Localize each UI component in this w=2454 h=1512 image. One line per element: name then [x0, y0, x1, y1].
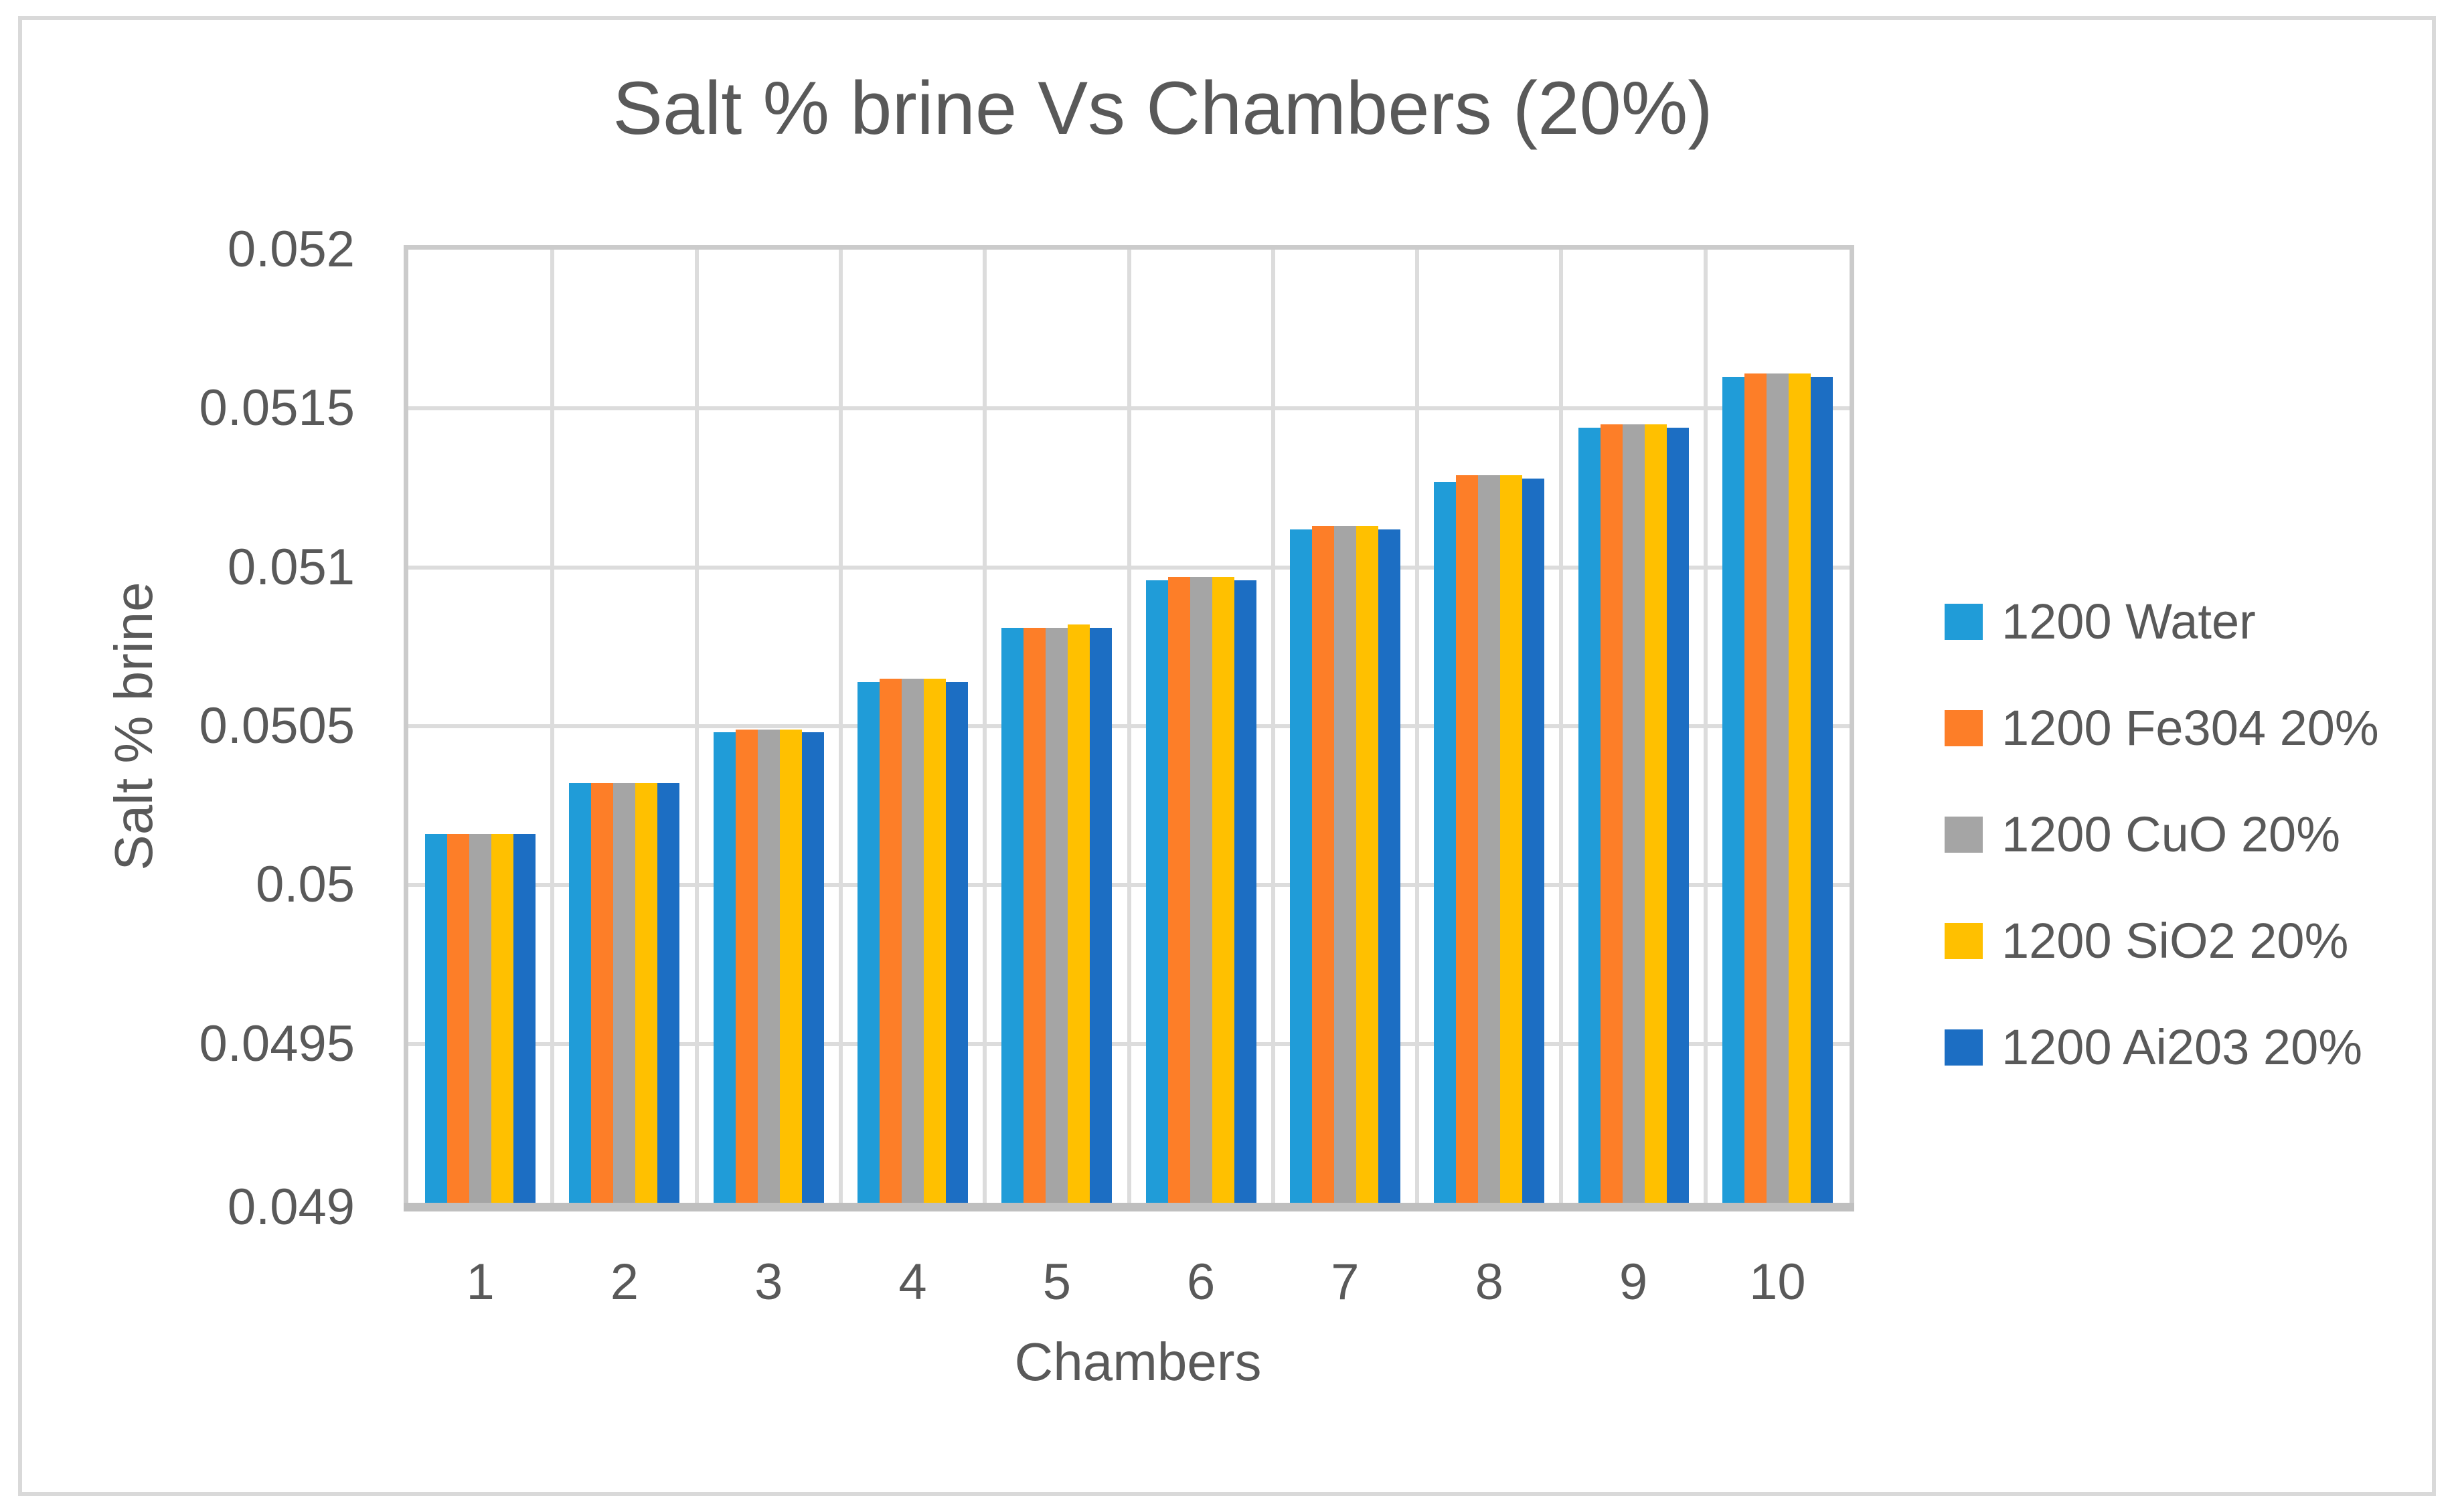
bar-1200-water-chamber-3 — [713, 732, 736, 1203]
y-tick-label: 0.049 — [227, 1178, 355, 1236]
bar-1200-fe304-20--chamber-1 — [447, 834, 470, 1203]
v-gridline — [550, 250, 555, 1203]
v-gridline — [694, 250, 699, 1203]
bar-1200-cuo-20--chamber-2 — [613, 783, 636, 1203]
bar-1200-water-chamber-5 — [1001, 627, 1024, 1203]
legend-label: 1200 CuO 20% — [2001, 807, 2341, 862]
legend-label: 1200 SiO2 20% — [2001, 913, 2349, 969]
bar-1200-ai203-20--chamber-8 — [1522, 478, 1545, 1203]
x-tick-label: 8 — [1475, 1254, 1503, 1311]
x-tick-label: 4 — [898, 1254, 927, 1311]
bar-1200-sio2-20--chamber-5 — [1068, 624, 1090, 1203]
bar-1200-fe304-20--chamber-10 — [1744, 373, 1767, 1203]
y-tick-label: 0.05 — [256, 856, 355, 914]
bar-1200-water-chamber-7 — [1289, 529, 1312, 1203]
bar-1200-fe304-20--chamber-7 — [1311, 525, 1334, 1203]
bar-1200-ai203-20--chamber-9 — [1666, 427, 1689, 1203]
x-tick-label: 3 — [754, 1254, 783, 1311]
bar-1200-ai203-20--chamber-1 — [513, 834, 536, 1203]
bar-1200-fe304-20--chamber-4 — [880, 678, 902, 1203]
legend-item-1200-sio2-20-: 1200 SiO2 20% — [0, 908, 2454, 975]
bar-1200-ai203-20--chamber-10 — [1810, 376, 1833, 1203]
bar-1200-fe304-20--chamber-2 — [591, 783, 614, 1203]
bar-1200-ai203-20--chamber-3 — [801, 732, 824, 1203]
v-gridline — [1703, 250, 1708, 1203]
legend-item-1200-cuo-20-: 1200 CuO 20% — [0, 801, 2454, 868]
bar-1200-ai203-20--chamber-2 — [657, 783, 680, 1203]
v-gridline — [1271, 250, 1275, 1203]
bar-1200-water-chamber-8 — [1434, 481, 1457, 1203]
legend-label: 1200 Water — [2001, 594, 2256, 649]
bar-1200-water-chamber-6 — [1145, 580, 1168, 1203]
bar-1200-sio2-20--chamber-4 — [924, 678, 947, 1203]
y-tick-label: 0.052 — [227, 221, 355, 278]
bar-1200-cuo-20--chamber-6 — [1190, 576, 1212, 1203]
bar-1200-ai203-20--chamber-6 — [1234, 580, 1256, 1203]
bar-1200-water-chamber-10 — [1722, 376, 1744, 1203]
bar-1200-cuo-20--chamber-1 — [469, 834, 492, 1203]
bar-1200-sio2-20--chamber-9 — [1644, 424, 1667, 1203]
legend-label: 1200 Fe304 20% — [2001, 700, 2379, 756]
bar-1200-sio2-20--chamber-6 — [1212, 576, 1234, 1203]
v-gridline — [983, 250, 987, 1203]
bar-1200-sio2-20--chamber-7 — [1356, 525, 1378, 1203]
legend-swatch-icon — [1945, 710, 1983, 746]
x-tick-label: 1 — [466, 1254, 495, 1311]
v-gridline — [1127, 250, 1131, 1203]
bar-1200-sio2-20--chamber-10 — [1788, 373, 1811, 1203]
legend-item-1200-fe304-20-: 1200 Fe304 20% — [0, 695, 2454, 762]
y-tick-label: 0.051 — [227, 538, 355, 596]
x-tick-label: 5 — [1042, 1254, 1071, 1311]
bar-1200-fe304-20--chamber-8 — [1456, 475, 1479, 1203]
bar-1200-water-chamber-4 — [857, 681, 880, 1203]
chart-title: Salt % brine Vs Chambers (20%) — [612, 66, 1713, 150]
plot-frame-right — [1850, 250, 1854, 1207]
legend-label: 1200 Ai203 20% — [2001, 1019, 2363, 1075]
legend-item-1200-ai203-20-: 1200 Ai203 20% — [0, 1014, 2454, 1081]
bar-1200-water-chamber-2 — [569, 783, 592, 1203]
bar-1200-sio2-20--chamber-8 — [1500, 475, 1523, 1203]
bar-1200-water-chamber-9 — [1578, 427, 1601, 1203]
y-tick-label: 0.0515 — [199, 380, 355, 437]
legend-swatch-icon — [1945, 604, 1983, 640]
bar-1200-ai203-20--chamber-7 — [1378, 529, 1400, 1203]
x-axis-line — [404, 1203, 1854, 1211]
bar-1200-ai203-20--chamber-4 — [946, 681, 969, 1203]
v-gridline — [1415, 250, 1420, 1203]
x-tick-label: 7 — [1331, 1254, 1360, 1311]
legend-swatch-icon — [1945, 923, 1983, 959]
v-gridline — [838, 250, 843, 1203]
plot-frame-top — [404, 245, 1854, 250]
bar-1200-fe304-20--chamber-9 — [1600, 424, 1623, 1203]
x-axis-title: Chambers — [1014, 1332, 1262, 1392]
bar-1200-sio2-20--chamber-1 — [491, 834, 514, 1203]
legend-swatch-icon — [1945, 817, 1983, 853]
y-tick-label: 0.0505 — [199, 697, 355, 754]
bar-1200-cuo-20--chamber-5 — [1046, 627, 1068, 1203]
bar-1200-cuo-20--chamber-4 — [902, 678, 924, 1203]
x-tick-label: 9 — [1619, 1254, 1648, 1311]
y-tick-label: 0.0495 — [199, 1015, 355, 1072]
bar-1200-fe304-20--chamber-6 — [1167, 576, 1190, 1203]
plot-frame-left — [404, 250, 408, 1207]
legend-item-1200-water: 1200 Water — [0, 588, 2454, 655]
bar-1200-cuo-20--chamber-8 — [1478, 475, 1501, 1203]
legend-swatch-icon — [1945, 1029, 1983, 1066]
bar-1200-cuo-20--chamber-3 — [757, 729, 780, 1203]
bar-1200-sio2-20--chamber-2 — [635, 783, 658, 1203]
bar-1200-cuo-20--chamber-10 — [1766, 373, 1789, 1203]
x-tick-label: 2 — [610, 1254, 639, 1311]
bar-1200-cuo-20--chamber-7 — [1333, 525, 1356, 1203]
bar-1200-fe304-20--chamber-3 — [735, 729, 758, 1203]
bar-1200-water-chamber-1 — [425, 834, 448, 1203]
x-tick-label: 10 — [1749, 1254, 1806, 1311]
bar-1200-sio2-20--chamber-3 — [779, 729, 802, 1203]
bar-1200-cuo-20--chamber-9 — [1622, 424, 1645, 1203]
v-gridline — [1559, 250, 1564, 1203]
bar-1200-fe304-20--chamber-5 — [1024, 627, 1046, 1203]
x-tick-label: 6 — [1187, 1254, 1216, 1311]
bar-1200-ai203-20--chamber-5 — [1090, 627, 1113, 1203]
